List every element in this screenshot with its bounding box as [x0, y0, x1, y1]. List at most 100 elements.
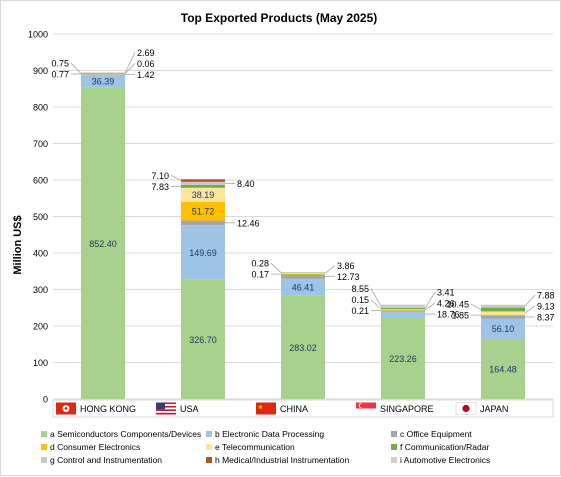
label-leader-line: [270, 262, 282, 273]
category-label: SINGAPORE: [380, 404, 434, 414]
label-leader-line: [370, 299, 382, 310]
flag-petal: [62, 409, 67, 412]
label-leader-line: [470, 303, 482, 310]
y-tick-label: 800: [33, 103, 48, 113]
data-label: 223.26: [389, 354, 417, 364]
data-label: 0.77: [51, 69, 69, 79]
usa-flag: [156, 402, 176, 415]
bar-segment: [281, 272, 325, 274]
bar-segment: [81, 74, 125, 88]
data-label: 0.21: [351, 306, 369, 316]
y-tick-label: 1000: [28, 30, 48, 40]
y-tick-label: 500: [33, 212, 48, 222]
data-label: 0.17: [251, 270, 269, 280]
data-label: 56.10: [492, 324, 515, 334]
bar-segment: [381, 317, 425, 399]
data-label: 18.76: [437, 310, 460, 320]
data-label: 51.72: [192, 207, 215, 217]
data-label: 4.26: [437, 299, 455, 309]
data-label: 12.73: [337, 272, 360, 282]
bar-segment: [481, 311, 525, 315]
data-label: 3.41: [437, 288, 455, 298]
label-leader-line: [424, 302, 436, 311]
bar-segment: [281, 274, 325, 275]
bar-segment: [381, 309, 425, 311]
data-label: 852.40: [89, 239, 117, 249]
flag-petal: [64, 405, 68, 408]
bar-segment: [481, 304, 525, 308]
category-label: HONG KONG: [80, 404, 136, 414]
flag-field: [256, 402, 276, 415]
data-label: 10.45: [446, 300, 469, 310]
category-label: CHINA: [280, 404, 308, 414]
flag-stripe: [156, 402, 176, 405]
data-label: 326.70: [189, 335, 217, 345]
china-flag: [256, 402, 276, 415]
flag-stripe: [156, 412, 176, 415]
data-label: 46.41: [292, 283, 315, 293]
gridlines: [53, 33, 553, 400]
data-labels: 852.40 36.39 1.420.062.69 0.770.75 326.70 149…: [51, 48, 554, 375]
legend-swatch: [391, 431, 397, 437]
flag-petal: [67, 406, 70, 410]
bar-segment: [81, 73, 125, 75]
bar-segment: [481, 315, 525, 319]
data-label: 7.10: [151, 171, 169, 181]
bar-segment: [181, 225, 225, 280]
flag-petal: [65, 409, 70, 412]
bar-segment: [181, 220, 225, 226]
data-label: 0.75: [51, 58, 69, 68]
data-label: 7.88: [537, 290, 555, 300]
flag-stripe: [156, 404, 176, 406]
label-leader-line: [524, 305, 536, 314]
y-tick-label: 600: [33, 176, 48, 186]
y-axis-label: Million US$: [12, 215, 24, 274]
data-label: 7.83: [151, 182, 169, 192]
category-axis-box: [52, 399, 554, 418]
data-label: 283.02: [289, 343, 317, 353]
flag-stripe: [156, 405, 176, 408]
data-label: 0.06: [137, 59, 155, 69]
bar-segment: [381, 304, 425, 308]
data-label: 0.28: [251, 259, 269, 269]
bar-segment: [381, 310, 425, 312]
bar-segment: [381, 310, 425, 318]
y-tick-label: 0: [43, 395, 48, 405]
category-axis: HONG KONG USA CHINA SINGAPORE JAPAN: [52, 399, 554, 418]
y-tick-label: 700: [33, 139, 48, 149]
bar-segment: [481, 318, 525, 339]
bar-segment: [181, 181, 225, 185]
flag-upper: [356, 402, 376, 409]
flag-field: [56, 402, 76, 415]
bar-segment: [281, 274, 325, 279]
label-leader-line: [124, 52, 136, 74]
legend: a Semiconductors Components/Devices b Ele…: [41, 429, 490, 465]
data-label: 2.69: [137, 48, 155, 58]
legend-swatch: [41, 457, 47, 463]
y-axis-ticks: 0 100 200 300 400 500 600 700 800 900 1000: [28, 30, 48, 405]
legend-label: i Automotive Electronics: [400, 455, 490, 465]
data-label: 164.48: [489, 364, 517, 374]
bar-segment: [181, 179, 225, 182]
flag-lower: [356, 408, 376, 415]
bar-segment: [281, 278, 325, 296]
y-tick-label: 900: [33, 66, 48, 76]
legend-label: a Semiconductors Components/Devices: [50, 429, 201, 439]
singapore-flag: [356, 402, 376, 415]
data-label: 36.39: [92, 77, 115, 87]
bar-segment: [181, 184, 225, 188]
legend-label: g Control and Instrumentation: [50, 455, 162, 465]
flag-disc: [462, 404, 470, 413]
label-leader-line: [324, 265, 336, 274]
bar-segment: [481, 338, 525, 399]
data-label: 38.19: [192, 190, 215, 200]
data-label: 8.37: [537, 312, 555, 322]
flag-canton: [156, 402, 165, 410]
flag-stripe: [156, 407, 176, 410]
category-label: JAPAN: [480, 404, 508, 414]
legend-label: h Medical/Industrial Instrumentation: [215, 455, 349, 465]
label-leader-line: [170, 174, 182, 181]
data-label: 3.86: [337, 261, 355, 271]
